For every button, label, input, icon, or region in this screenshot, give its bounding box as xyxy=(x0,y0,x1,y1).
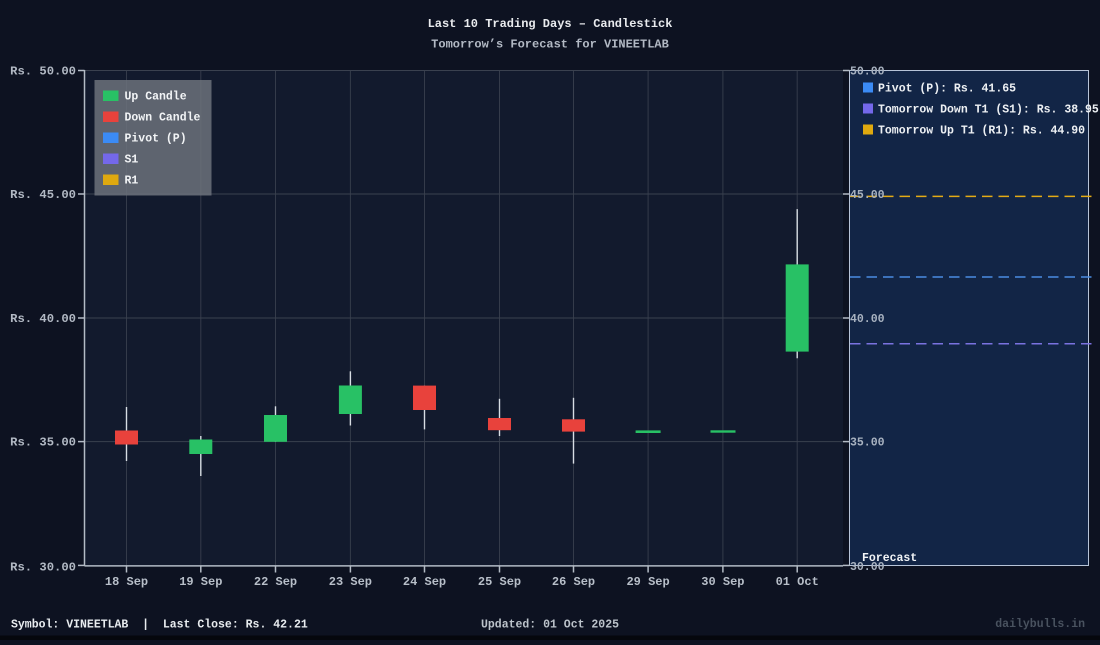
svg-text:Tomorrow Down T1 (S1): Rs. 38.: Tomorrow Down T1 (S1): Rs. 38.95 xyxy=(878,104,1099,117)
svg-text:26 Sep: 26 Sep xyxy=(552,575,595,589)
svg-text:Last 10 Trading Days – Candles: Last 10 Trading Days – Candlestick xyxy=(428,17,673,31)
svg-text:45.00: 45.00 xyxy=(850,189,885,202)
svg-text:R1: R1 xyxy=(125,175,139,188)
svg-text:Tomorrow Up T1 (R1): Rs. 44.90: Tomorrow Up T1 (R1): Rs. 44.90 xyxy=(878,125,1085,138)
svg-text:18 Sep: 18 Sep xyxy=(105,575,148,589)
svg-text:24 Sep: 24 Sep xyxy=(403,575,446,589)
svg-text:30 Sep: 30 Sep xyxy=(701,575,744,589)
svg-text:Up Candle: Up Candle xyxy=(125,91,187,104)
svg-text:Rs. 40.00: Rs. 40.00 xyxy=(10,312,76,326)
svg-text:Rs. 35.00: Rs. 35.00 xyxy=(10,436,76,450)
svg-text:35.00: 35.00 xyxy=(850,437,885,450)
svg-text:29 Sep: 29 Sep xyxy=(626,575,669,589)
svg-text:25 Sep: 25 Sep xyxy=(478,575,521,589)
svg-text:23 Sep: 23 Sep xyxy=(329,575,372,589)
svg-text:19 Sep: 19 Sep xyxy=(179,575,222,589)
svg-text:Forecast: Forecast xyxy=(862,552,917,565)
svg-text:22 Sep: 22 Sep xyxy=(254,575,297,589)
svg-text:Rs. 45.00: Rs. 45.00 xyxy=(10,188,76,202)
svg-text:40.00: 40.00 xyxy=(850,313,885,326)
svg-text:Updated: 01 Oct 2025: Updated: 01 Oct 2025 xyxy=(481,619,619,632)
svg-text:01 Oct: 01 Oct xyxy=(776,575,819,589)
svg-text:S1: S1 xyxy=(125,154,139,167)
svg-text:Pivot (P): Pivot (P) xyxy=(125,133,187,146)
svg-text:Tomorrow’s Forecast for VINEET: Tomorrow’s Forecast for VINEETLAB xyxy=(431,38,669,52)
svg-text:Down Candle: Down Candle xyxy=(125,112,201,125)
svg-text:50.00: 50.00 xyxy=(850,66,885,79)
svg-text:Pivot (P): Rs. 41.65: Pivot (P): Rs. 41.65 xyxy=(878,83,1016,96)
svg-text:30.00: 30.00 xyxy=(850,561,885,574)
svg-text:Rs. 30.00: Rs. 30.00 xyxy=(10,561,76,575)
svg-text:Symbol: VINEETLAB | Last Clo: Symbol: VINEETLAB | Last Close: Rs. 42.2… xyxy=(11,619,308,632)
svg-text:dailybulls.in: dailybulls.in xyxy=(995,618,1085,631)
svg-text:Rs. 50.00: Rs. 50.00 xyxy=(10,65,76,79)
